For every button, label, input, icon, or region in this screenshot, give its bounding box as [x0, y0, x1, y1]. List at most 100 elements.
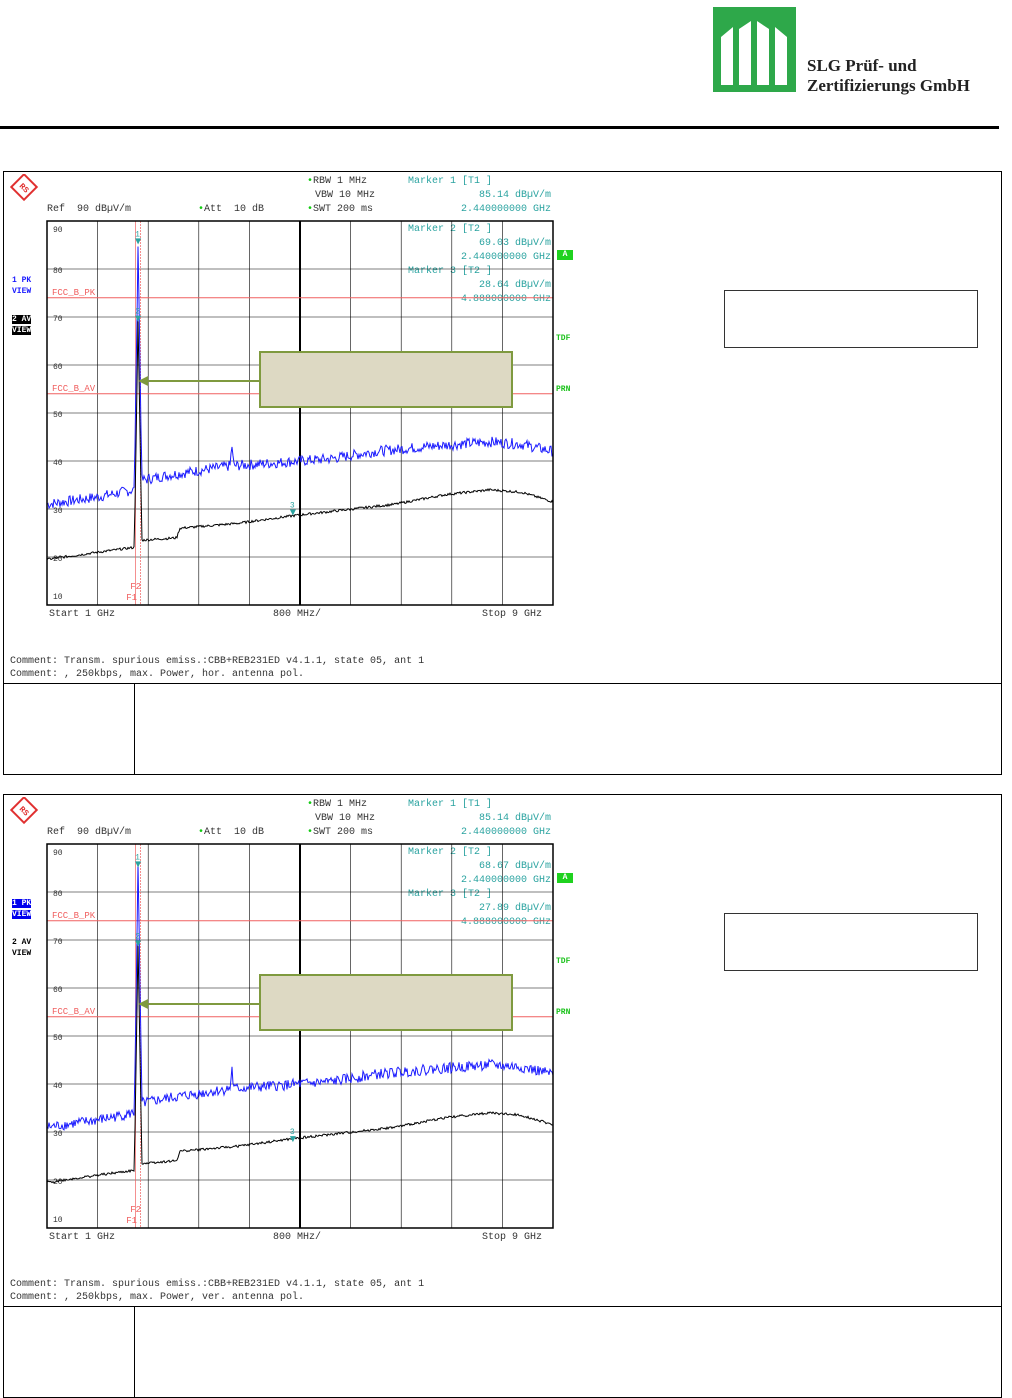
y-tick-label: 90 — [53, 849, 63, 858]
result-label-cell — [4, 1307, 135, 1398]
comment-line-2: Comment: , 250kbps, max. Power, ver. ant… — [10, 1292, 305, 1303]
limit-label-peak: FCC_B_PK — [52, 288, 96, 298]
marker-3-title: Marker 3 [T2 ] — [408, 889, 493, 900]
y-tick-label: 10 — [53, 1216, 63, 1225]
trace-1-label[interactable]: 1 PK VIEW — [12, 276, 32, 296]
marker-1-title: Marker 1 [T1 ] — [408, 176, 493, 187]
result-label-cell — [4, 684, 135, 775]
marker-2-triangle — [135, 940, 142, 947]
marker-3-triangle — [289, 1136, 296, 1143]
marker-3-level: 27.89 dBµV/m — [478, 903, 551, 914]
y-tick-label: 20 — [53, 1178, 63, 1187]
marker-3-number: 3 — [290, 1128, 295, 1137]
rs-logo-icon: RS — [10, 174, 39, 202]
trace-a-indicator: A — [557, 250, 573, 260]
marker-1-frequency: 2.440000000 GHz — [460, 827, 551, 838]
marker-1-level: 85.14 dBµV/m — [478, 813, 551, 824]
f2-label: F2 — [130, 582, 141, 592]
rs-logo-icon: RS — [10, 797, 39, 825]
chart-frame — [46, 843, 554, 1229]
marker-2-title: Marker 2 [T2 ] — [408, 224, 493, 235]
y-tick-label: 50 — [53, 1034, 63, 1043]
trace-peak — [46, 246, 554, 510]
rbw-setting: •RBW 1 MHz — [307, 176, 368, 187]
marker-1-level: 85.14 dBµV/m — [478, 190, 551, 201]
f1-label: F1 — [126, 593, 137, 603]
marker-1-number: 1 — [135, 230, 140, 239]
trace-peak — [46, 863, 554, 1131]
marker-2-frequency: 2.440000000 GHz — [460, 252, 551, 263]
callout-box — [259, 974, 513, 1031]
marker-1-number: 1 — [135, 853, 140, 862]
trace-2-label[interactable]: 2 AV VIEW — [12, 315, 32, 335]
prn-indicator: PRN — [556, 1008, 571, 1017]
spectrum-panel: RS •RBW 1 MHz VBW 10 MHz •SWT 200 ms Ref… — [3, 171, 1002, 775]
marker-1-title: Marker 1 [T1 ] — [408, 799, 493, 810]
logo-building-icon — [721, 21, 787, 85]
reference-level: Ref 90 dBµV/m — [47, 204, 132, 215]
stop-frequency: Stop 9 GHz — [482, 1232, 543, 1243]
y-tick-label: 30 — [53, 1130, 63, 1139]
callout-arrowhead-icon — [138, 376, 149, 386]
stop-frequency: Stop 9 GHz — [482, 609, 543, 620]
marker-2-frequency: 2.440000000 GHz — [460, 875, 551, 886]
marker-3-level: 28.64 dBµV/m — [478, 280, 551, 291]
company-name-line2: Zertifizierungs GmbH — [807, 76, 970, 95]
marker-2-triangle — [135, 315, 142, 322]
comment-line-2: Comment: , 250kbps, max. Power, hor. ant… — [10, 669, 305, 680]
y-tick-label: 70 — [53, 938, 63, 947]
company-name-line1: SLG Prüf- und — [807, 56, 917, 75]
y-tick-label: 60 — [53, 363, 63, 372]
y-tick-label: 20 — [53, 555, 63, 564]
attenuation: •Att 10 dB — [198, 204, 265, 215]
note-box — [724, 913, 978, 971]
swt-setting: •SWT 200 ms — [307, 204, 374, 215]
marker-3-number: 3 — [290, 502, 295, 511]
span-per-division: 800 MHz/ — [273, 1232, 322, 1243]
comment-line-1: Comment: Transm. spurious emiss.:CBB+REB… — [10, 1279, 425, 1290]
trace-average — [46, 943, 554, 1184]
note-box — [724, 290, 978, 348]
f1-label: F1 — [126, 1216, 137, 1226]
y-tick-label: 90 — [53, 226, 63, 235]
tdf-indicator: TDF — [556, 334, 571, 343]
start-frequency: Start 1 GHz — [49, 1232, 116, 1243]
header-divider — [0, 126, 999, 129]
prn-indicator: PRN — [556, 385, 571, 394]
marker-1-triangle — [135, 861, 142, 868]
marker-2-number: 2 — [135, 932, 140, 941]
swt-setting: •SWT 200 ms — [307, 827, 374, 838]
tdf-indicator: TDF — [556, 957, 571, 966]
company-logo — [713, 7, 796, 92]
y-tick-label: 70 — [53, 315, 63, 324]
marker-1-frequency: 2.440000000 GHz — [460, 204, 551, 215]
trace-average — [46, 321, 554, 561]
trace-2-label[interactable]: 2 AV VIEW — [12, 938, 32, 958]
y-tick-label: 50 — [53, 411, 63, 420]
marker-1-triangle — [135, 238, 142, 245]
marker-2-level: 69.03 dBµV/m — [478, 238, 551, 249]
limit-label-average: FCC_B_AV — [52, 1007, 96, 1017]
callout-arrowhead-icon — [138, 999, 149, 1009]
y-tick-label: 80 — [53, 267, 63, 276]
marker-3-triangle — [289, 509, 296, 516]
rbw-setting: •RBW 1 MHz — [307, 799, 368, 810]
marker-3-title: Marker 3 [T2 ] — [408, 266, 493, 277]
limit-label-peak: FCC_B_PK — [52, 911, 96, 921]
vbw-setting: VBW 10 MHz — [315, 813, 376, 824]
chart-frame — [46, 220, 554, 606]
marker-3-frequency: 4.888000000 GHz — [460, 294, 551, 305]
trace-1-label[interactable]: 1 PK VIEW — [12, 899, 32, 919]
marker-3-frequency: 4.888000000 GHz — [460, 917, 551, 928]
result-row — [4, 1306, 1001, 1398]
attenuation: •Att 10 dB — [198, 827, 265, 838]
marker-2-number: 2 — [135, 308, 140, 317]
callout-box — [259, 351, 513, 408]
y-tick-label: 60 — [53, 986, 63, 995]
result-row — [4, 683, 1001, 775]
vbw-setting: VBW 10 MHz — [315, 190, 376, 201]
trace-a-indicator: A — [557, 873, 573, 883]
reference-level: Ref 90 dBµV/m — [47, 827, 132, 838]
span-per-division: 800 MHz/ — [273, 609, 322, 620]
